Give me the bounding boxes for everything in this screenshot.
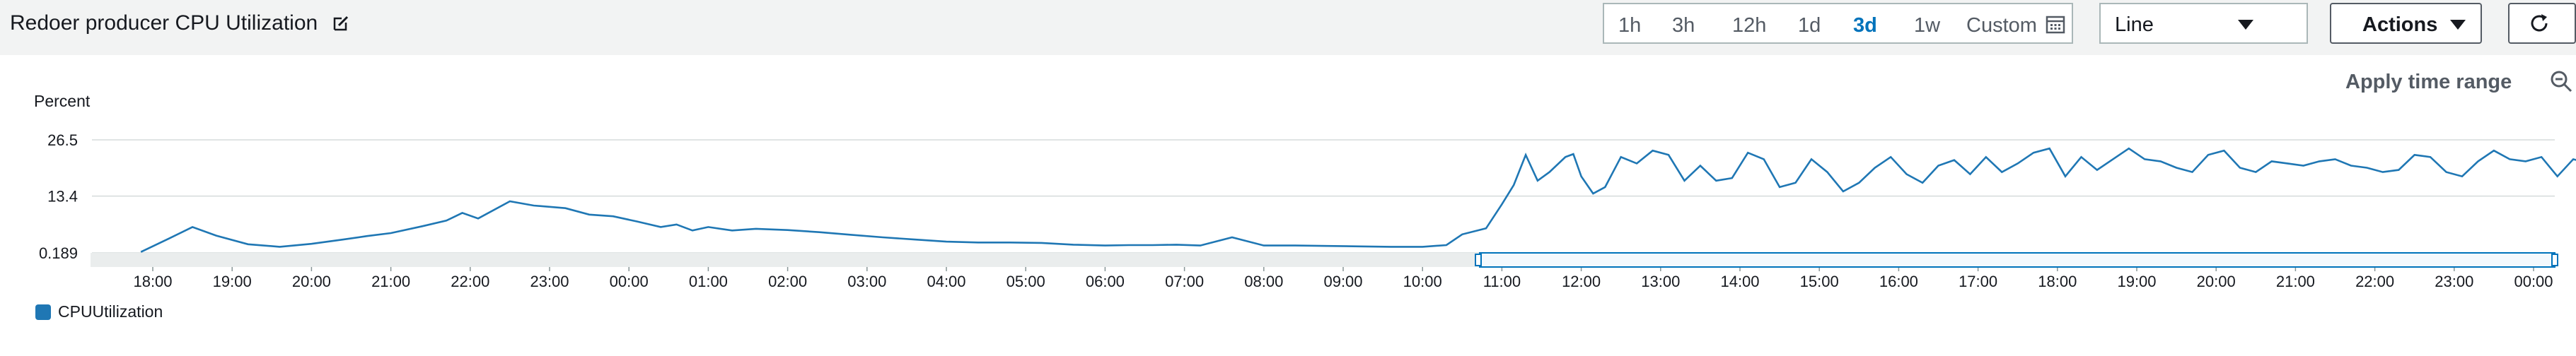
y-tick-labels: 26.5 13.4 0.189: [39, 131, 78, 262]
chevron-down-icon: [2450, 20, 2466, 30]
legend-swatch[interactable]: [35, 304, 51, 320]
y-tick-label: 26.5: [47, 131, 78, 149]
x-tick-label: 06:00: [1086, 273, 1125, 290]
chart-panel: [14, 65, 2563, 356]
legend: CPUUtilization: [35, 302, 163, 321]
zoom-out-icon[interactable]: [2549, 69, 2573, 93]
time-brush-selection[interactable]: [1479, 252, 2555, 268]
x-tick-label: 20:00: [2197, 273, 2236, 290]
x-tick-label: 03:00: [847, 273, 886, 290]
y-axis-label: Percent: [34, 92, 91, 110]
x-tick-label: 04:00: [927, 273, 965, 290]
x-tick-label: 08:00: [1244, 273, 1283, 290]
range-1w[interactable]: 1w: [1914, 14, 1941, 37]
x-tick-label: 10:00: [1403, 273, 1442, 290]
refresh-split-button: [2508, 3, 2576, 44]
range-1h[interactable]: 1h: [1618, 14, 1642, 37]
range-3d[interactable]: 3d: [1853, 14, 1877, 37]
x-tick-label: 11:00: [1483, 273, 1521, 290]
x-tick-label: 22:00: [451, 273, 489, 290]
view-type-select[interactable]: Line: [2099, 3, 2308, 44]
x-tick-label: 20:00: [292, 273, 331, 290]
x-tick-label: 23:00: [2435, 273, 2473, 290]
x-tick-label: 19:00: [213, 273, 252, 290]
range-3h[interactable]: 3h: [1672, 14, 1695, 37]
x-tick-label: 13:00: [1641, 273, 1680, 290]
range-1d[interactable]: 1d: [1798, 14, 1821, 37]
brush-left-handle[interactable]: [1475, 254, 1482, 266]
actions-button[interactable]: Actions: [2330, 3, 2482, 44]
x-tick-label: 00:00: [610, 273, 649, 290]
edit-icon[interactable]: [330, 13, 352, 34]
series-line-cpuutilization: [140, 147, 2576, 253]
x-tick-label: 12:00: [1562, 273, 1601, 290]
x-tick-label: 15:00: [1800, 273, 1839, 290]
x-tick-label: 01:00: [689, 273, 728, 290]
x-tick-label: 09:00: [1323, 273, 1362, 290]
title-wrap: Redoer producer CPU Utilization: [10, 7, 352, 40]
calendar-icon[interactable]: [2045, 13, 2066, 35]
x-tick-label: 05:00: [1006, 273, 1045, 290]
x-tick-label: 07:00: [1165, 273, 1204, 290]
refresh-icon[interactable]: [2528, 12, 2551, 35]
x-tick-label: 02:00: [768, 273, 807, 290]
grid-lines: [92, 139, 2555, 254]
range-12h[interactable]: 12h: [1732, 14, 1767, 37]
x-tick-label: 22:00: [2355, 273, 2394, 290]
chevron-down-icon: [2238, 20, 2253, 30]
actions-label: Actions: [2362, 13, 2438, 36]
view-type-value: Line: [2115, 13, 2154, 36]
time-range-selector: 1h 3h 12h 1d 3d 1w Custom: [1603, 3, 2073, 44]
x-tick-label: 21:00: [2276, 273, 2315, 290]
x-tick-label: 18:00: [2038, 273, 2077, 290]
x-tick-label: 14:00: [1720, 273, 1759, 290]
legend-label: CPUUtilization: [58, 302, 163, 321]
x-tick-label: 17:00: [1959, 273, 1997, 290]
x-tick-label: 16:00: [1879, 273, 1918, 290]
apply-time-range-button[interactable]: Apply time range: [2345, 71, 2512, 93]
x-tick-label: 23:00: [530, 273, 569, 290]
x-tick-label: 21:00: [371, 273, 410, 290]
x-tick-labels: 18:00 19:00 20:00 21:00 22:00 23:00 00:00 01:00…: [133, 267, 2553, 290]
widget-header: Redoer producer CPU Utilization 1h 3h 12…: [0, 0, 2576, 55]
x-tick-label: 18:00: [133, 273, 172, 290]
brush-right-handle[interactable]: [2551, 254, 2558, 266]
widget-title: Redoer producer CPU Utilization: [10, 11, 318, 35]
range-custom[interactable]: Custom: [1966, 14, 2037, 37]
x-tick-label: 00:00: [2514, 273, 2553, 290]
y-tick-label: 13.4: [47, 188, 78, 206]
y-tick-label: 0.189: [39, 244, 78, 262]
x-tick-label: 19:00: [2117, 273, 2156, 290]
